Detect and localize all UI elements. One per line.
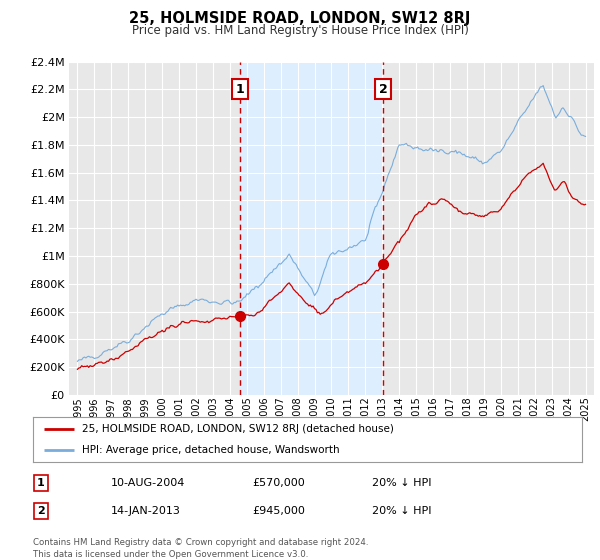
Text: 14-JAN-2013: 14-JAN-2013 [111, 506, 181, 516]
Text: £570,000: £570,000 [252, 478, 305, 488]
Text: 20% ↓ HPI: 20% ↓ HPI [372, 506, 431, 516]
Text: £945,000: £945,000 [252, 506, 305, 516]
Text: 2: 2 [379, 83, 388, 96]
Bar [240, 62, 383, 395]
Text: 25, HOLMSIDE ROAD, LONDON, SW12 8RJ (detached house): 25, HOLMSIDE ROAD, LONDON, SW12 8RJ (det… [82, 424, 394, 435]
Text: 10-AUG-2004: 10-AUG-2004 [111, 478, 185, 488]
Text: HPI: Average price, detached house, Wandsworth: HPI: Average price, detached house, Wand… [82, 445, 340, 455]
Text: 25, HOLMSIDE ROAD, LONDON, SW12 8RJ: 25, HOLMSIDE ROAD, LONDON, SW12 8RJ [130, 11, 470, 26]
Text: Price paid vs. HM Land Registry's House Price Index (HPI): Price paid vs. HM Land Registry's House … [131, 24, 469, 37]
Text: 1: 1 [236, 83, 245, 96]
Text: Contains HM Land Registry data © Crown copyright and database right 2024.
This d: Contains HM Land Registry data © Crown c… [33, 538, 368, 559]
Text: 1: 1 [37, 478, 44, 488]
Text: 20% ↓ HPI: 20% ↓ HPI [372, 478, 431, 488]
Text: 2: 2 [37, 506, 44, 516]
